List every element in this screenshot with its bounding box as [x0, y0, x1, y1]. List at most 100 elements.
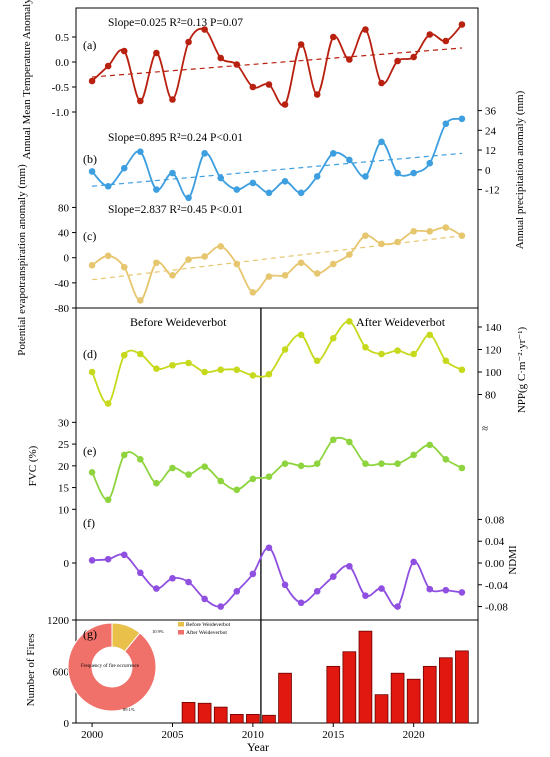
- panel_e-point-2013: [297, 462, 305, 470]
- panel_b-point-2000: [88, 168, 96, 175]
- panel_f-point-2005: [169, 574, 176, 582]
- panel_d-point-2013: [297, 331, 305, 339]
- panel_c-point-2015: [329, 260, 337, 268]
- panel_e-ytick-label-3: 15: [58, 483, 70, 495]
- xtick-label-2015: 2015: [322, 729, 345, 741]
- panel_e-point-2021: [426, 441, 434, 449]
- fire-bar-2022: [439, 657, 453, 724]
- panel_e-ytick-label-0: 30: [58, 417, 70, 429]
- panel_f-point-2010: [249, 570, 257, 578]
- panel_d-point-2009: [233, 366, 241, 374]
- donut-legend-swatch-after: [178, 630, 184, 635]
- panel_e-point-2001: [104, 496, 112, 504]
- panel_g-ytick-label-2: 1200: [47, 615, 70, 627]
- panel_d-series-line: [91, 320, 463, 405]
- panel_d-point-2012: [281, 346, 289, 353]
- panel_f-point-2008: [217, 603, 225, 610]
- tag-b: (b): [83, 152, 97, 166]
- panel_d-point-2000: [88, 368, 96, 376]
- panel_e-point-2000: [88, 469, 96, 476]
- panel_a-point-2014: [313, 91, 321, 98]
- fire-bar-2012: [278, 672, 292, 724]
- panel_e-point-2010: [249, 475, 257, 483]
- panel_f-point-2004: [153, 585, 160, 592]
- annotation-c: Slope=2.837 R²=0.45 P<0.01: [108, 204, 243, 216]
- panel_c-ytick-label-0: 80: [58, 202, 70, 214]
- panel_f-ytick-label-3: -0.04: [485, 580, 508, 592]
- panel_e-point-2006: [185, 471, 192, 478]
- panel_d-point-2008: [217, 366, 225, 374]
- panel_b-point-2014: [313, 173, 321, 180]
- panel_f-ytick-label-0: 0.08: [485, 514, 505, 526]
- panel_c-ytick-label-2: 0: [64, 253, 70, 265]
- panel_b-point-2011: [265, 189, 273, 197]
- panel_f-point-2003: [137, 569, 144, 577]
- panel_a-point-2017: [362, 26, 369, 33]
- panel_e-series-line: [91, 436, 463, 501]
- fire-bar-2019: [390, 672, 405, 724]
- panel_b-point-2019: [394, 169, 401, 177]
- ylabel-d: NPP(g C·m⁻²·yr⁻¹): [516, 326, 528, 413]
- panel_b-point-2006: [185, 194, 192, 202]
- panel_b-point-2016: [346, 156, 353, 164]
- fire-bar-2009: [229, 714, 244, 724]
- ylabel-a: Annual Mean Temperature Anomaly (°C): [21, 0, 33, 160]
- panel_a-ytick-label-2: 0.0: [55, 57, 69, 69]
- panel_e-point-2023: [458, 464, 466, 472]
- panel_b-point-2002: [120, 164, 128, 172]
- middle-frame: [75, 307, 479, 621]
- panel_b-point-2003: [137, 148, 144, 156]
- panel_f-ytick-label-2: 0.00: [485, 558, 505, 570]
- panel_d-point-2018: [378, 350, 385, 358]
- panel_a-point-2023: [458, 21, 466, 28]
- panel_e-point-2019: [394, 460, 401, 467]
- panel_a-series-line: [91, 23, 463, 107]
- fire-bar-2017: [358, 630, 373, 724]
- panel_b-ytick-label-2: 12: [485, 145, 496, 157]
- panel_c-point-2007: [201, 253, 208, 260]
- panel_c-point-2016: [346, 251, 353, 258]
- panel_f-point-2001: [104, 555, 112, 563]
- panel_b-ytick-label-0: 36: [485, 106, 497, 118]
- panel_c-point-2002: [120, 263, 128, 271]
- panel_e-point-2014: [313, 460, 321, 467]
- panel_c-point-2019: [394, 238, 401, 246]
- fire-bar-2016: [342, 651, 357, 724]
- panel_f-point-2006: [185, 578, 192, 586]
- panel_b-ytick-label-3: 0: [485, 165, 491, 177]
- panel_c-ytick-label-1: 40: [58, 228, 70, 240]
- panel_d-point-2017: [362, 343, 369, 351]
- panel_d-ytick-label-1: 120: [485, 345, 502, 357]
- panel_d-point-2003: [137, 350, 144, 358]
- panel_e-ytick-label-2: 20: [58, 461, 70, 473]
- donut-center-label: Frequency of fire occurrence: [81, 664, 140, 669]
- panel_c-point-2020: [410, 228, 417, 235]
- panel_a-point-2002: [120, 47, 128, 55]
- ylabel-f: NDMI: [507, 545, 519, 575]
- panel_d-ytick-label-3: 80: [485, 390, 497, 402]
- panel_d-point-2020: [410, 350, 417, 358]
- donut-legend-before: Before Weideverbot: [186, 621, 231, 628]
- panel_d-point-2010: [249, 372, 257, 379]
- panel_f-point-2012: [281, 581, 289, 589]
- donut-slice-label-after: 89.1%: [123, 707, 135, 712]
- panel_b-point-2017: [362, 173, 369, 180]
- panel_b-point-2015: [329, 150, 337, 157]
- panel_e-point-2002: [120, 451, 128, 459]
- panel_c-trend-line: [92, 235, 462, 281]
- panel_c-point-2021: [426, 228, 434, 235]
- panel_a-trend-line: [92, 47, 462, 78]
- ylabel-e: FVC (%): [27, 445, 39, 486]
- panel_b-point-2005: [169, 169, 176, 177]
- panel_b-point-2007: [201, 150, 208, 157]
- panel_d-ytick-label-2: 100: [485, 367, 502, 379]
- panel_e-point-2009: [233, 486, 241, 494]
- tag-d: (d): [83, 347, 97, 361]
- panel_c-point-2014: [313, 270, 321, 277]
- panel_e-point-2017: [362, 460, 369, 467]
- panel_f-point-2020: [410, 558, 417, 566]
- panel_c-point-2008: [217, 243, 225, 250]
- period-before-label: Before Weideverbot: [130, 315, 227, 329]
- fire-bar-2015: [326, 665, 341, 724]
